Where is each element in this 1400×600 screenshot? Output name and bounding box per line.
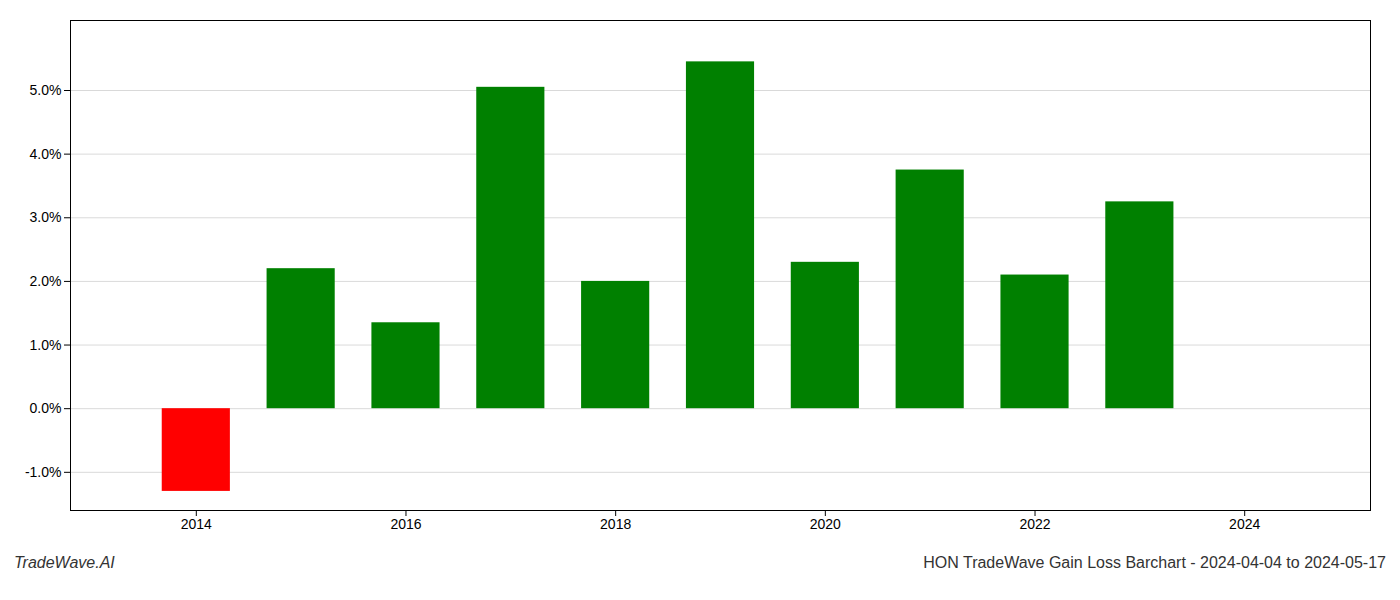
html-text:HON TradeWave Gain Loss Barcha: HON TradeWave Gain Loss Barchart - 2024-… (923, 554, 1386, 571)
svg-text:2.0%: 2.0% (30, 273, 62, 289)
svg-text:3.0%: 3.0% (30, 209, 62, 225)
svg-text:2018: 2018 (600, 516, 631, 532)
svg-text:2024: 2024 (1229, 516, 1260, 532)
svg-text:-1.0%: -1.0% (25, 464, 62, 480)
svg-text:2022: 2022 (1019, 516, 1050, 532)
svg-text:4.0%: 4.0% (30, 146, 62, 162)
svg-text:0.0%: 0.0% (30, 400, 62, 416)
svg-text:5.0%: 5.0% (30, 82, 62, 98)
svg-text:2016: 2016 (390, 516, 421, 532)
svg-text:2020: 2020 (810, 516, 841, 532)
html-text:TradeWave.AI: TradeWave.AI (14, 554, 115, 571)
svg-text:1.0%: 1.0% (30, 337, 62, 353)
svg-text:2014: 2014 (181, 516, 212, 532)
